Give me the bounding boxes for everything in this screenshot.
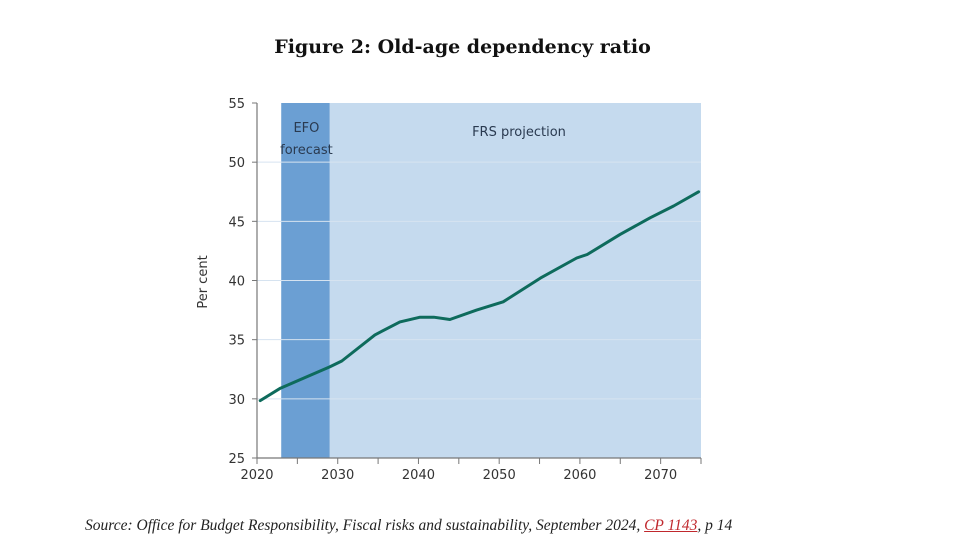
y-tick-label: 25	[228, 452, 245, 467]
x-tick-label: 2050	[483, 468, 516, 483]
series-line	[258, 190, 701, 403]
source-link[interactable]: CP 1143	[644, 517, 698, 534]
x-tick-label: 2020	[240, 468, 273, 483]
y-tick-label: 35	[228, 334, 245, 349]
y-tick-label: 55	[228, 97, 245, 112]
line-chart: 25 30 35 40 45 50 55 2020 2030 2040 2050 2060 2070 E…	[196, 97, 702, 483]
x-tick-label: 2030	[321, 468, 354, 483]
y-tick-label: 40	[228, 275, 245, 290]
source-note: Source: Office for Budget Responsibility…	[85, 517, 732, 535]
frs-projection-label: FRS projection	[472, 125, 566, 140]
y-axis-label: Per cent	[196, 255, 211, 308]
y-tick-label: 50	[228, 156, 245, 171]
efo-forecast-label: EFO	[293, 121, 319, 136]
efo-forecast-label: forecast	[280, 143, 333, 158]
y-tick-label: 30	[228, 393, 245, 408]
source-text: Source: Office for Budget Responsibility…	[85, 517, 645, 534]
source-suffix: , p 14	[697, 517, 733, 534]
x-tick-label: 2040	[402, 468, 435, 483]
chart-title: Figure 2: Old-age dependency ratio	[274, 36, 651, 58]
x-tick-label: 2070	[644, 468, 677, 483]
x-tick-label: 2060	[563, 468, 596, 483]
y-tick-label: 45	[228, 215, 245, 230]
